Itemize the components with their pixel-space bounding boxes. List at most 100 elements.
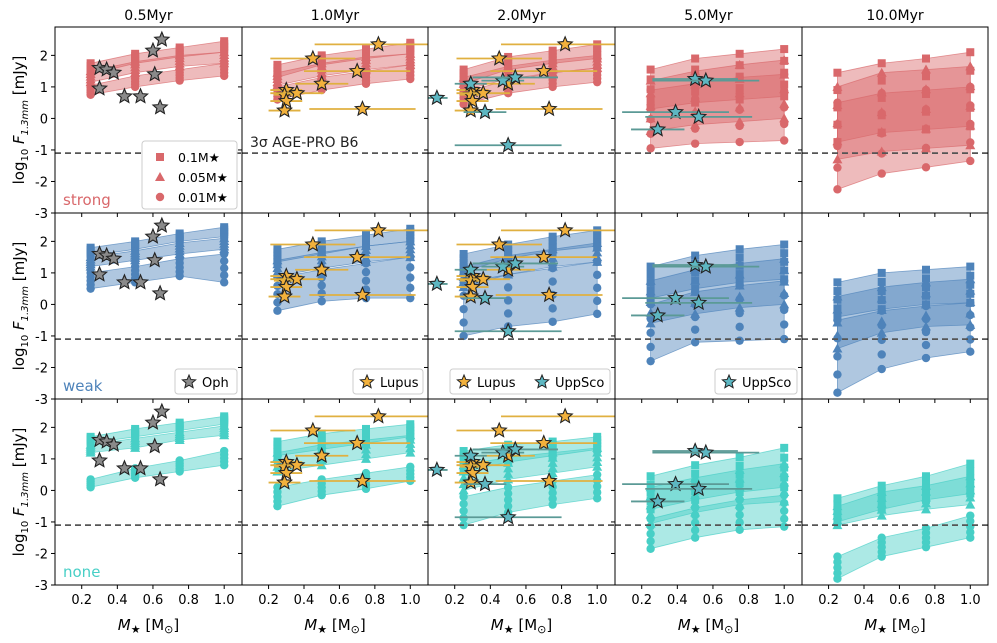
model-point-circle [735,503,744,512]
UppSco-star-marker [428,88,446,106]
model-point-circle [690,124,700,133]
model-point-circle [273,82,282,92]
model-point-circle [690,533,700,542]
y-axis-label-part: 10 [20,335,31,348]
Lupus-star-marker [490,235,508,252]
model-point-circle [86,81,95,90]
model-point-circle [592,309,602,319]
x-axis-label-sub: ★ [504,623,514,636]
model-point-triangle [503,61,514,71]
model-point-square [833,494,842,503]
model-point-circle [735,137,744,147]
row-label-strong: strong [63,191,111,209]
model-point-triangle [85,252,96,262]
x-axis-label-units: [M [327,616,351,634]
Lupus-star-marker [462,473,480,490]
y-tick-label: 0 [40,484,48,499]
model-point-circle [833,388,842,397]
model-point-triangle [592,242,603,252]
panel-plot-area [55,30,242,155]
model-point-circle [735,89,744,98]
x-axis-label-units: [M [887,616,911,634]
y-tick-label: -2 [35,547,48,562]
model-point-triangle [645,318,656,328]
model-point-square [735,84,744,93]
model-point-circle [779,291,789,300]
model-point-circle [735,121,744,131]
model-point-triangle [547,457,558,467]
model-point-circle [175,65,184,74]
UppSco-star-marker [506,254,524,271]
panel-plot-area [242,407,428,527]
model-point-circle [779,498,789,508]
Lupus-star-marker [304,49,322,66]
column-title-10.0Myr: 10.0Myr [866,8,924,24]
y-tick-label: 0 [40,298,48,313]
model-point-triangle [965,274,976,284]
model-point-triangle [592,50,603,60]
model-point-circle [86,475,95,484]
model-point-triangle [592,442,603,452]
x-tick-label: 0.8 [738,593,759,608]
model-point-triangle [832,81,843,91]
panel-strong-1.0Myr: 3σ AGE-PRO B6 [238,26,429,217]
model-point-square [877,93,886,102]
model-point-circle [779,490,789,500]
x-axis-label-sub: ★ [131,623,141,636]
model-point-circle [833,352,842,361]
model-point-triangle [832,154,843,164]
Lupus-star-marker [348,248,366,265]
model-point-triangle [130,433,141,443]
model-point-square [646,262,655,271]
x-tick-label: 0.4 [107,593,128,608]
x-tick-label: 0.2 [631,593,652,608]
model-point-square [86,432,95,441]
model-point-square [966,459,975,468]
model-point-circle [317,475,326,484]
model-point-circle [921,85,931,95]
model-point-triangle [734,269,745,279]
y-tick-label: 2 [40,49,48,64]
model-point-triangle [876,327,887,337]
model-point-triangle [645,275,656,285]
model-point-circle [219,446,229,456]
model-point-triangle [832,501,843,511]
panel-plot-area [242,35,428,155]
y-axis-label-part: [mJy] [10,242,28,286]
model-point-square [459,249,468,258]
model-point-circle [646,314,655,323]
model-point-circle [877,533,886,542]
y-axis-label: log10 F1.3mm [mJy] [10,428,31,557]
x-axis-label-sub: ★ [317,623,327,636]
model-point-circle [735,105,744,114]
Lupus-star-marker [277,464,295,481]
model-point-circle [406,293,415,303]
legend-Lupus-star [359,373,375,389]
Lupus-star-marker [277,92,295,109]
model-point-circle [175,456,184,465]
model-point-triangle [779,113,790,123]
Oph-star-marker [153,402,171,419]
model-point-square [922,54,930,63]
model-point-circle [503,309,513,318]
UppSco-star-marker [506,440,524,457]
Oph-star-marker [105,249,123,266]
UppSco_5Myr-star-marker [697,71,715,88]
Oph-star-marker [91,265,109,282]
model-point-circle [459,331,468,341]
x-tick-label: 1.0 [774,593,795,608]
y-axis-label-part: [mJy] [10,56,28,100]
model-point-circle [735,336,744,345]
legend-UppSco-star [534,373,550,389]
legend-Oph-star [181,373,197,389]
legend-UppSco-star [721,373,737,389]
panel-strong-5.0Myr [611,26,803,217]
panel-plot-area [802,459,988,583]
model-point-triangle [592,452,603,462]
model-point-circle [646,514,655,523]
model-point-square [966,262,975,271]
model-point-circle [219,278,229,287]
model-point-square [735,49,744,58]
model-point-circle [690,526,700,535]
Oph-star-marker [115,87,133,104]
